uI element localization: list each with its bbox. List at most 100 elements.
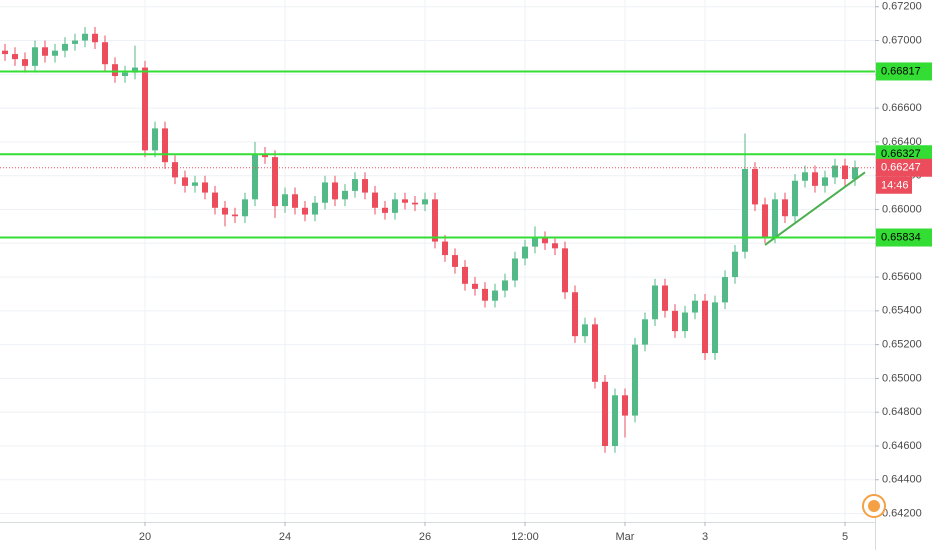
candle-body: [22, 59, 28, 66]
y-tick-label: 0.66400: [882, 136, 922, 148]
x-tick-label: 12:00: [511, 531, 539, 543]
candle-body: [312, 202, 318, 215]
candle-body: [72, 40, 78, 44]
candle-body: [692, 300, 698, 313]
candle-body: [412, 202, 418, 205]
candle-body: [162, 128, 168, 163]
candle-body: [552, 243, 558, 249]
candle-body: [302, 207, 308, 215]
candle-body: [642, 319, 648, 345]
candle-body: [662, 285, 668, 311]
candle-body: [422, 199, 428, 205]
candle-body: [502, 280, 508, 291]
candle-body: [272, 157, 278, 207]
plot: [0, 27, 875, 453]
candle-body: [242, 199, 248, 217]
y-tick-label: 0.65600: [882, 271, 922, 283]
y-tick-label: 0.64800: [882, 406, 922, 418]
candle-body: [532, 238, 538, 247]
candle-body: [102, 42, 108, 65]
candle-body: [392, 199, 398, 213]
candle-body: [292, 194, 298, 208]
candle-body: [192, 182, 198, 186]
candle-body: [752, 168, 758, 205]
candle-body: [702, 300, 708, 354]
candle-body: [772, 199, 778, 237]
candle-body: [402, 199, 408, 203]
candle-body: [452, 255, 458, 267]
candle-body: [62, 43, 68, 51]
countdown-box: [876, 176, 912, 194]
y-tick-label: 0.64600: [882, 440, 922, 452]
x-tick-label: 26: [419, 531, 431, 543]
level-label: 0.66327: [881, 148, 921, 160]
candle-body: [382, 207, 388, 213]
candle-body: [822, 177, 828, 186]
y-tick-label: 0.67200: [882, 1, 922, 13]
candle-body: [652, 285, 658, 320]
candle-body: [12, 54, 18, 60]
x-tick-label: 3: [702, 531, 708, 543]
candle-body: [632, 344, 638, 416]
candle-body: [592, 324, 598, 382]
candle-body: [52, 50, 58, 56]
y-tick-label: 0.66000: [882, 203, 922, 215]
candle-body: [612, 395, 618, 446]
level-label-box: [876, 145, 932, 164]
y-tick-label: 0.65400: [882, 305, 922, 317]
candle-body: [442, 241, 448, 256]
candle-body: [82, 33, 88, 41]
candle-body: [132, 67, 138, 73]
candle-body: [562, 248, 568, 293]
candle-body: [512, 258, 518, 281]
candle-body: [352, 179, 358, 191]
candle-body: [572, 292, 578, 337]
axes: 0.64200 0.64400 0.64600 0.64800 0.65000 0.652…: [139, 1, 932, 543]
x-tick-label: Mar: [616, 531, 635, 543]
candle-body: [622, 395, 628, 416]
y-tick-label: 0.67000: [882, 34, 922, 46]
y-tick-label: 0.64400: [882, 474, 922, 486]
y-tick-label: 0.64200: [882, 507, 922, 519]
candle-body: [342, 190, 348, 200]
candle-body: [712, 302, 718, 354]
current-price-label: 0.66247: [881, 162, 921, 174]
candle-body: [682, 312, 688, 332]
level-label-box: [876, 62, 932, 81]
candle-body: [832, 165, 838, 178]
candle-body: [112, 64, 118, 77]
current-price-box: [876, 158, 932, 177]
candle-body: [152, 128, 158, 151]
logo: [862, 494, 886, 518]
countdown: 14:46: [881, 180, 909, 192]
x-tick-label: 24: [279, 531, 291, 543]
candle-body: [92, 33, 98, 43]
level-label: 0.65834: [881, 231, 921, 243]
candle-body: [332, 182, 338, 200]
candle-body: [32, 47, 38, 66]
y-tick-label: 0.65200: [882, 339, 922, 351]
candle-body: [122, 72, 128, 77]
candle-body: [262, 153, 268, 158]
candle-body: [172, 162, 178, 178]
candle-body: [212, 192, 218, 208]
x-tick-label: 5: [842, 531, 848, 543]
candle-body: [812, 172, 818, 186]
candle-body: [252, 153, 258, 200]
candle-body: [432, 199, 438, 242]
candle-body: [782, 199, 788, 217]
candle-body: [142, 67, 148, 151]
candle-body: [42, 47, 48, 56]
candle-body: [462, 266, 468, 284]
candle-body: [492, 290, 498, 301]
candle-body: [742, 168, 748, 252]
candle-body: [362, 179, 368, 193]
candle-body: [322, 182, 328, 203]
candle-body: [842, 165, 848, 180]
candle-body: [482, 288, 488, 301]
candle-body: [202, 182, 208, 193]
candle-body: [182, 177, 188, 186]
candle-body: [2, 50, 8, 55]
candle-body: [672, 310, 678, 332]
